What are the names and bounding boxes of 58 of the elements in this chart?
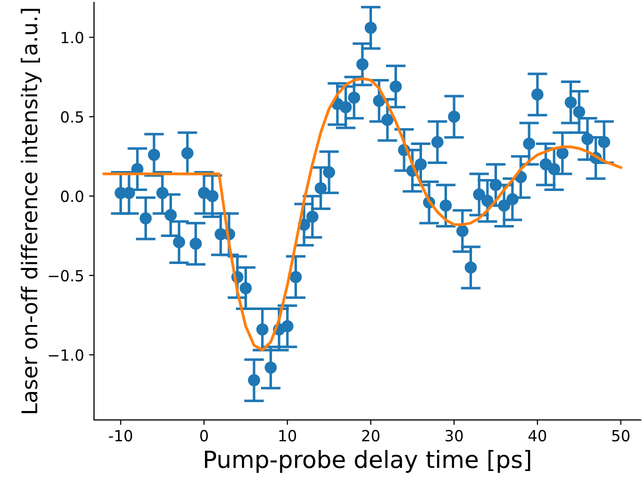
x-tick-label: 30	[446, 430, 463, 442]
point	[156, 186, 168, 199]
point	[248, 374, 260, 386]
point	[556, 147, 569, 160]
point	[506, 193, 518, 206]
point	[531, 88, 544, 101]
point	[490, 178, 502, 192]
point	[206, 190, 218, 202]
point	[240, 282, 252, 294]
point	[548, 163, 560, 176]
y-tick-label: −0.5	[48, 270, 83, 282]
point	[573, 106, 586, 118]
y-tick-label: −1.0	[48, 349, 84, 361]
point	[381, 114, 394, 126]
point	[306, 210, 318, 223]
point	[314, 182, 327, 194]
point	[440, 200, 452, 212]
point	[523, 138, 536, 150]
point	[598, 136, 610, 148]
point	[181, 147, 194, 160]
point	[431, 136, 444, 148]
point	[372, 94, 386, 107]
y-tick-label: 0.0	[61, 190, 84, 202]
point	[564, 96, 577, 108]
y-tick-label: 0.5	[61, 111, 83, 123]
point	[390, 80, 402, 93]
x-tick-label: -10	[108, 430, 132, 442]
point	[264, 361, 277, 374]
x-tick-label: 40	[528, 430, 546, 442]
point	[581, 132, 594, 146]
point	[164, 209, 177, 222]
x-tick-label: 50	[612, 430, 630, 442]
point	[148, 148, 160, 161]
y-tick-label: 1.0	[62, 32, 84, 44]
point	[140, 212, 152, 224]
point	[256, 323, 268, 336]
y-axis-title: Laser on-off difference intensity [a.u.]	[20, 8, 42, 414]
point	[481, 194, 494, 207]
point	[456, 224, 468, 238]
point	[348, 92, 360, 104]
point	[290, 270, 302, 284]
point	[464, 261, 477, 274]
point	[356, 58, 368, 70]
point	[190, 238, 202, 250]
point	[364, 22, 377, 34]
point	[414, 158, 427, 170]
x-tick-label: 20	[362, 430, 380, 442]
x-tick-label: 10	[279, 430, 296, 442]
point	[322, 166, 336, 178]
line-series	[102, 77, 622, 352]
x-tick-label: 0	[200, 430, 208, 442]
point	[448, 110, 460, 123]
point	[498, 200, 510, 212]
x-axis-title: Pump-probe delay time [ps]	[204, 450, 530, 473]
point	[172, 236, 186, 248]
point	[281, 320, 294, 332]
point	[340, 101, 352, 114]
point	[473, 188, 486, 201]
